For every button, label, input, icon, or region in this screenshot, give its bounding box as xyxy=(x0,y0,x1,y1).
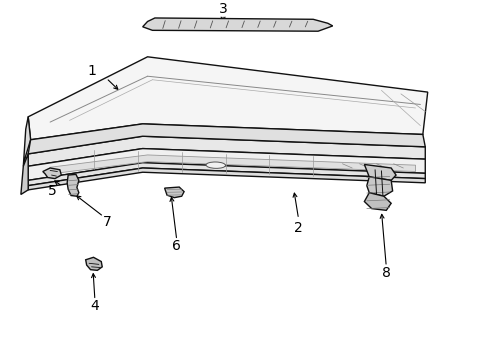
Text: 3: 3 xyxy=(219,2,227,16)
Ellipse shape xyxy=(206,162,225,168)
Text: 6: 6 xyxy=(172,239,181,253)
Polygon shape xyxy=(24,117,30,166)
Polygon shape xyxy=(165,187,184,198)
Polygon shape xyxy=(367,177,392,196)
Text: 4: 4 xyxy=(91,300,99,313)
Text: 8: 8 xyxy=(382,266,391,280)
Text: 7: 7 xyxy=(103,215,112,229)
Polygon shape xyxy=(67,174,79,196)
Polygon shape xyxy=(365,165,396,180)
Polygon shape xyxy=(28,136,425,166)
Polygon shape xyxy=(28,163,425,186)
Polygon shape xyxy=(28,124,425,154)
Polygon shape xyxy=(43,168,61,179)
Polygon shape xyxy=(21,154,28,194)
Polygon shape xyxy=(86,257,102,270)
Polygon shape xyxy=(365,193,391,210)
Text: 2: 2 xyxy=(294,221,303,235)
Text: 1: 1 xyxy=(87,64,96,78)
Polygon shape xyxy=(28,149,425,180)
Polygon shape xyxy=(28,57,428,140)
Polygon shape xyxy=(50,155,416,174)
Polygon shape xyxy=(28,168,425,190)
Polygon shape xyxy=(143,18,333,31)
Text: 5: 5 xyxy=(48,184,57,198)
